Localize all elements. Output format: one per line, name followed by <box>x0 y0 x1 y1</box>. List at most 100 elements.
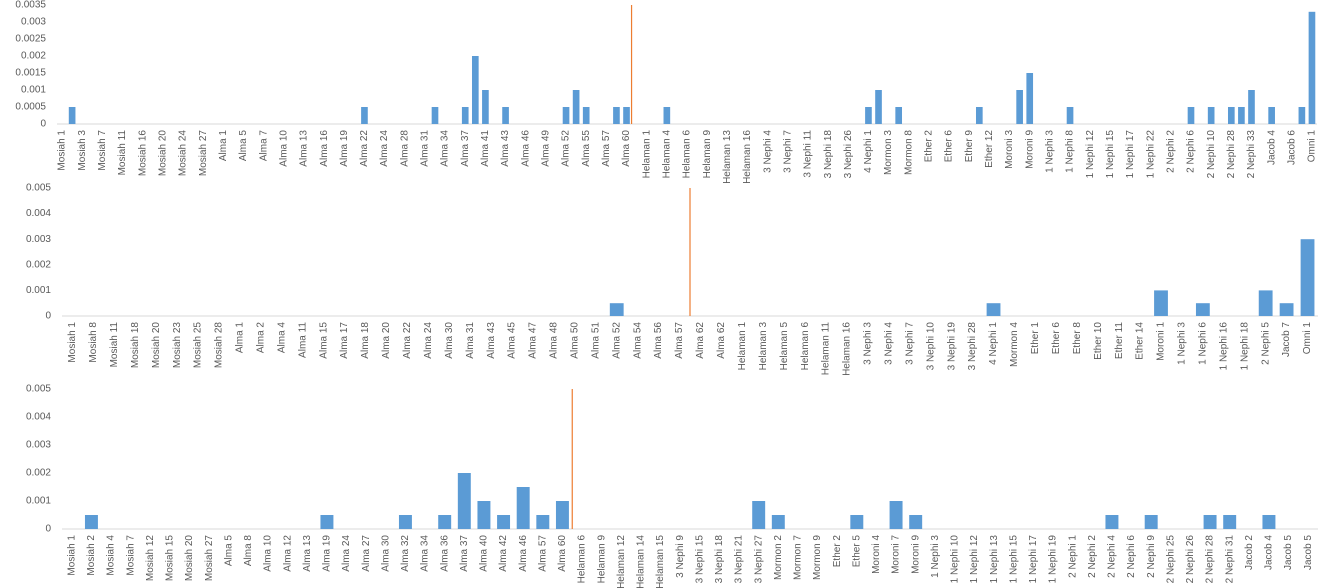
x-tick-label: Helaman 11 <box>821 322 832 376</box>
x-tick-label: Helaman 3 <box>758 322 769 371</box>
bar <box>1187 107 1195 124</box>
x-tick-label: Jacob 6 <box>1286 130 1297 165</box>
x-tick-label: Alma 47 <box>528 322 539 359</box>
x-tick-label: Alma 37 <box>459 535 470 572</box>
bar <box>1227 107 1235 124</box>
x-tick-label: Alma 18 <box>360 322 371 359</box>
x-tick-label: Omni 1 <box>1302 322 1313 355</box>
x-tick-label: 3 Nephi 10 <box>925 322 936 371</box>
x-tick-label: 2 Nephi 2 <box>1165 130 1176 173</box>
x-tick-label: Alma 8 <box>243 535 254 567</box>
x-tick-label: 3 Nephi 7 <box>782 130 793 173</box>
bar <box>752 501 766 529</box>
x-tick-label: Alma 30 <box>380 535 391 572</box>
x-tick-label: 3 Nephi 21 <box>734 535 745 584</box>
bar <box>497 515 511 529</box>
x-tick-label: Alma 57 <box>674 322 685 359</box>
x-tick-label: Alma 36 <box>439 535 450 572</box>
x-tick-label: Mosiah 4 <box>106 535 117 576</box>
x-tick-label: 1 Nephi 8 <box>1065 130 1076 173</box>
x-tick-label: Ether 5 <box>851 535 862 568</box>
x-tick-label: Mosiah 27 <box>198 130 209 177</box>
bar <box>457 473 471 529</box>
x-tick-label: Mosiah 18 <box>130 322 141 369</box>
bar <box>398 515 412 529</box>
x-tick-label: Mormon 7 <box>793 535 804 580</box>
x-tick-label: Mosiah 7 <box>125 535 136 576</box>
x-tick-label: 2 Nephi 28 <box>1226 130 1237 179</box>
x-tick-label: Alma 43 <box>486 322 497 359</box>
bar <box>975 107 983 124</box>
x-tick-label: Mosiah 20 <box>184 535 195 582</box>
x-tick-label: 1 Nephi 10 <box>950 535 961 584</box>
bar <box>1308 11 1316 124</box>
bar <box>502 107 509 124</box>
x-tick-label: Omni 1 <box>1307 130 1318 163</box>
x-tick-label: Mosiah 20 <box>157 130 168 177</box>
x-tick-label: Helaman 6 <box>577 535 588 584</box>
x-tick-label: Helaman 14 <box>636 535 647 588</box>
x-tick-label: Mosiah 24 <box>178 130 189 177</box>
x-tick-label: 2 Nephi 10 <box>1206 130 1217 179</box>
x-tick-label: Ether 2 <box>924 130 935 163</box>
x-tick-label: Alma 24 <box>341 535 352 572</box>
x-tick-label: Mosiah 8 <box>88 322 99 363</box>
x-tick-label: Mosiah 25 <box>193 322 204 369</box>
x-tick-label: 3 Nephi 9 <box>675 535 686 578</box>
x-tick-label: Jacob 5 <box>1303 535 1314 570</box>
bar <box>562 107 570 124</box>
x-tick-label: Mosiah 20 <box>151 322 162 369</box>
x-tick-label: Alma 17 <box>339 322 350 359</box>
bar <box>1144 515 1158 529</box>
x-tick-label: Alma 1 <box>235 322 246 354</box>
bar <box>1016 90 1023 124</box>
x-tick-label: 2 Nephi 6 <box>1186 130 1197 173</box>
bar <box>1105 515 1119 529</box>
x-tick-label: Alma 51 <box>590 322 601 359</box>
bar <box>431 107 439 124</box>
x-tick-label: 1 Nephi 22 <box>1145 130 1156 179</box>
x-tick-label: Alma 55 <box>581 130 592 167</box>
x-tick-label: 3 Nephi 4 <box>762 130 773 173</box>
bar <box>1154 290 1168 316</box>
x-tick-label: 3 Nephi 11 <box>803 130 814 178</box>
x-tick-label: Mosiah 16 <box>137 130 148 177</box>
x-tick-label: Helaman 12 <box>616 535 627 588</box>
y-tick-label: 0.0035 <box>15 0 46 11</box>
x-tick-label: 2 Nephi 6 <box>1126 535 1137 578</box>
x-tick-label: Ether 2 <box>832 535 843 568</box>
y-tick-label: 0.002 <box>26 259 51 270</box>
x-tick-label: Alma 31 <box>420 130 431 167</box>
x-tick-label: Moroni 9 <box>910 535 921 574</box>
x-tick-label: Alma 41 <box>480 130 491 167</box>
x-tick-label: Alma 24 <box>379 130 390 167</box>
x-tick-label: Ether 14 <box>1135 322 1146 360</box>
x-tick-label: 1 Nephi 17 <box>1125 130 1136 179</box>
y-tick-label: 0.005 <box>26 384 51 395</box>
bar <box>865 107 872 124</box>
bar <box>582 107 590 124</box>
x-tick-label: 2 Nephi 4 <box>1107 535 1118 578</box>
x-tick-label: Mosiah 1 <box>67 322 78 363</box>
x-tick-label: 1 Nephi 12 <box>1085 130 1096 179</box>
x-tick-label: 2 Nephi 26 <box>1185 535 1196 584</box>
bar <box>84 515 98 529</box>
x-tick-label: 2 Nephi 31 <box>1224 535 1235 584</box>
x-tick-label: 3 Nephi 3 <box>863 322 874 365</box>
bar <box>1262 515 1276 529</box>
y-tick-label: 0.001 <box>26 496 51 507</box>
bar <box>1298 107 1306 124</box>
x-tick-label: Helaman 5 <box>779 322 790 371</box>
y-tick-label: 0.003 <box>26 440 51 451</box>
x-tick-label: 1 Nephi 19 <box>1048 535 1059 584</box>
x-tick-label: Ether 11 <box>1114 322 1125 359</box>
x-tick-label: Ether 6 <box>1051 322 1062 355</box>
x-tick-label: 1 Nephi 15 <box>1105 130 1116 179</box>
x-tick-label: Moroni 7 <box>891 535 902 574</box>
x-tick-label: Mosiah 12 <box>145 535 156 582</box>
bar <box>1066 107 1074 124</box>
x-tick-label: Mosiah 28 <box>214 322 225 369</box>
bar <box>555 501 569 529</box>
x-tick-label: Alma 10 <box>263 535 274 572</box>
x-tick-label: Mosiah 7 <box>97 130 108 171</box>
